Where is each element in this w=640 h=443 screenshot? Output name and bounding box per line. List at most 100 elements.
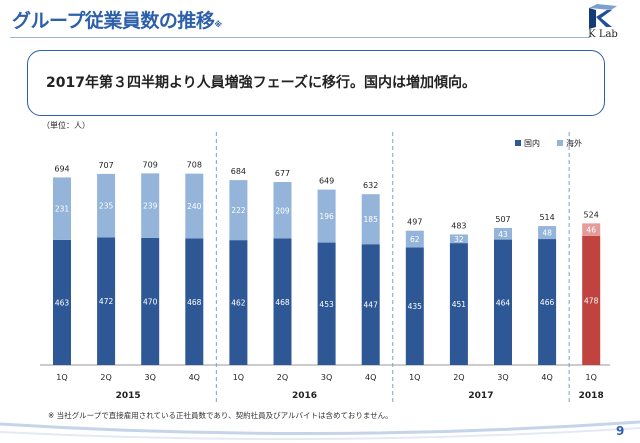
bar-overseas	[229, 180, 248, 241]
x-tick-label: 3Q	[145, 373, 156, 382]
data-label-overseas: 48	[542, 229, 552, 238]
page-number: 9	[616, 424, 625, 438]
data-label-domestic: 478	[584, 296, 599, 305]
data-label-overseas: 43	[498, 230, 508, 239]
data-label-total: 708	[187, 161, 202, 170]
unit-label: （単位：人）	[42, 121, 90, 130]
data-label-domestic: 466	[540, 298, 555, 307]
footnote: ※ 当社グループで直接雇用されている正社員数であり、契約社員及びアルバイトは含め…	[48, 411, 393, 420]
x-tick-label: 2Q	[277, 373, 288, 382]
bar-domestic	[538, 239, 557, 365]
legend-label: 海外	[566, 138, 582, 148]
bar-overseas	[97, 173, 116, 238]
bar-overseas	[494, 227, 512, 240]
bar-domestic	[53, 239, 71, 365]
data-label-total: 649	[319, 177, 334, 186]
x-tick-label: 2Q	[100, 373, 111, 382]
bar-domestic	[494, 239, 512, 365]
data-label-total: 514	[539, 213, 554, 222]
data-label-domestic: 468	[275, 298, 290, 307]
x-tick-label: 1Q	[409, 373, 420, 382]
data-label-domestic: 468	[187, 298, 202, 307]
data-label-total: 507	[495, 215, 510, 224]
data-label-overseas: 46	[586, 226, 596, 235]
year-label: 2017	[468, 391, 493, 401]
bar-overseas	[141, 173, 160, 238]
data-label-total: 709	[143, 160, 158, 169]
year-label: 2018	[579, 391, 604, 401]
data-label-domestic: 470	[143, 297, 158, 306]
bar-overseas	[449, 234, 468, 244]
data-label-total: 483	[451, 221, 466, 230]
data-label-overseas: 196	[319, 212, 334, 221]
bar-domestic	[185, 238, 204, 365]
data-label-overseas: 185	[364, 215, 379, 224]
bar-domestic	[361, 244, 380, 365]
x-tick-label: 3Q	[321, 373, 332, 382]
data-label-domestic: 453	[319, 300, 334, 309]
bar-overseas	[405, 230, 424, 248]
data-label-total: 497	[407, 218, 422, 227]
data-label-domestic: 463	[55, 298, 70, 307]
data-label-overseas: 209	[275, 206, 290, 215]
bar-overseas	[273, 182, 292, 239]
title-divider	[10, 37, 590, 38]
page-title: グループ従業員数の推移※	[12, 6, 222, 33]
data-label-overseas: 222	[231, 206, 246, 215]
bar-domestic	[273, 238, 292, 365]
bar-domestic	[405, 247, 424, 365]
x-tick-label: 2Q	[453, 373, 464, 382]
employee-chart: 463 231 694 1Q 472 235 707 2Q 470 239 709 3Q 468 240 7…	[40, 132, 610, 404]
data-label-overseas: 240	[187, 202, 202, 211]
data-label-overseas: 32	[454, 235, 464, 244]
logo-text: K Lab	[588, 29, 618, 40]
headline-text: 2017年第３四半期より人員増強フェーズに移行。国内は増加傾向。	[46, 75, 476, 91]
data-label-total: 694	[54, 164, 69, 173]
x-tick-label: 4Q	[541, 373, 552, 382]
x-tick-label: 1Q	[56, 373, 67, 382]
bottom-decoration	[0, 420, 640, 441]
bar-overseas	[185, 173, 204, 239]
x-tick-label: 1Q	[586, 373, 597, 382]
year-label: 2016	[292, 391, 317, 401]
legend-swatch	[557, 140, 563, 146]
bar-domestic	[97, 237, 116, 365]
bar-domestic	[449, 243, 468, 365]
klab-logo: K Lab	[576, 2, 630, 42]
year-label: 2015	[116, 391, 141, 401]
data-label-domestic: 464	[496, 298, 511, 307]
headline-box: 2017年第３四半期より人員増強フェーズに移行。国内は増加傾向。	[27, 50, 605, 116]
x-tick-label: 1Q	[233, 373, 244, 382]
klab-logo-icon	[589, 4, 617, 29]
legend-label: 国内	[524, 138, 540, 148]
bar-overseas	[361, 194, 380, 245]
bar-domestic	[141, 237, 160, 365]
bar-overseas	[538, 226, 557, 240]
data-label-total: 524	[584, 210, 599, 219]
bar-domestic	[582, 235, 601, 365]
data-label-overseas: 62	[410, 235, 420, 244]
data-label-total: 632	[363, 181, 378, 190]
data-label-total: 684	[231, 167, 246, 176]
x-tick-label: 4Q	[365, 373, 376, 382]
data-label-total: 707	[98, 161, 113, 170]
data-label-domestic: 472	[99, 297, 114, 306]
data-label-domestic: 447	[364, 301, 379, 310]
data-label-domestic: 462	[231, 299, 246, 308]
legend-swatch	[515, 140, 521, 146]
x-tick-label: 3Q	[497, 373, 508, 382]
data-label-domestic: 435	[408, 302, 423, 311]
bar-domestic	[317, 242, 336, 365]
data-label-overseas: 235	[99, 202, 114, 211]
data-label-overseas: 239	[143, 202, 158, 211]
page-title-note: ※	[214, 20, 222, 29]
page-title-text: グループ従業員数の推移	[12, 10, 215, 32]
data-label-overseas: 231	[55, 205, 70, 214]
bar-overseas	[582, 223, 601, 236]
bar-overseas	[53, 177, 71, 240]
x-tick-label: 4Q	[189, 373, 200, 382]
data-label-domestic: 451	[452, 300, 467, 309]
data-label-total: 677	[275, 169, 290, 178]
bar-overseas	[317, 189, 336, 243]
bar-domestic	[229, 240, 248, 365]
